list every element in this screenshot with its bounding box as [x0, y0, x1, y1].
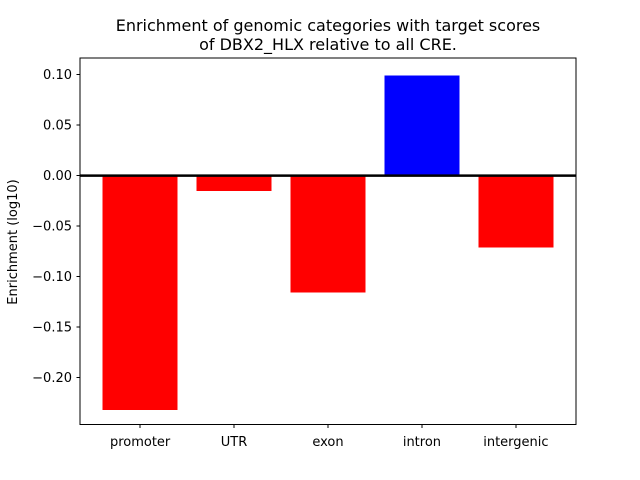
bar-intron	[384, 75, 460, 176]
y-tick-label: −0.05	[32, 220, 72, 235]
y-tick-label: 0.00	[43, 169, 72, 184]
y-tick-label: −0.15	[32, 321, 72, 336]
y-tick-label: 0.10	[43, 68, 72, 83]
chart-title-line-2: of DBX2_HLX relative to all CRE.	[199, 35, 457, 55]
y-axis-label: Enrichment (log10)	[6, 179, 21, 304]
y-tick-label: 0.05	[43, 119, 72, 134]
bar-promoter	[102, 175, 178, 410]
y-tick-label: −0.20	[32, 371, 72, 386]
x-tick-label-UTR: UTR	[221, 435, 248, 450]
chart-title-line-1: Enrichment of genomic categories with ta…	[116, 16, 541, 35]
x-tick-label-promoter: promoter	[110, 435, 171, 450]
y-tick-label: −0.10	[32, 270, 72, 285]
bar-UTR	[196, 175, 272, 191]
x-tick-label-intergenic: intergenic	[483, 435, 548, 450]
plot-area: 0.10 0.05 0.00 −0.05 −0.10 −0.15 −0.20 promoter…	[32, 57, 577, 450]
bar-intergenic	[478, 175, 554, 248]
x-tick-label-intron: intron	[403, 435, 441, 450]
bar-exon	[290, 175, 366, 293]
x-tick-label-exon: exon	[312, 435, 343, 450]
